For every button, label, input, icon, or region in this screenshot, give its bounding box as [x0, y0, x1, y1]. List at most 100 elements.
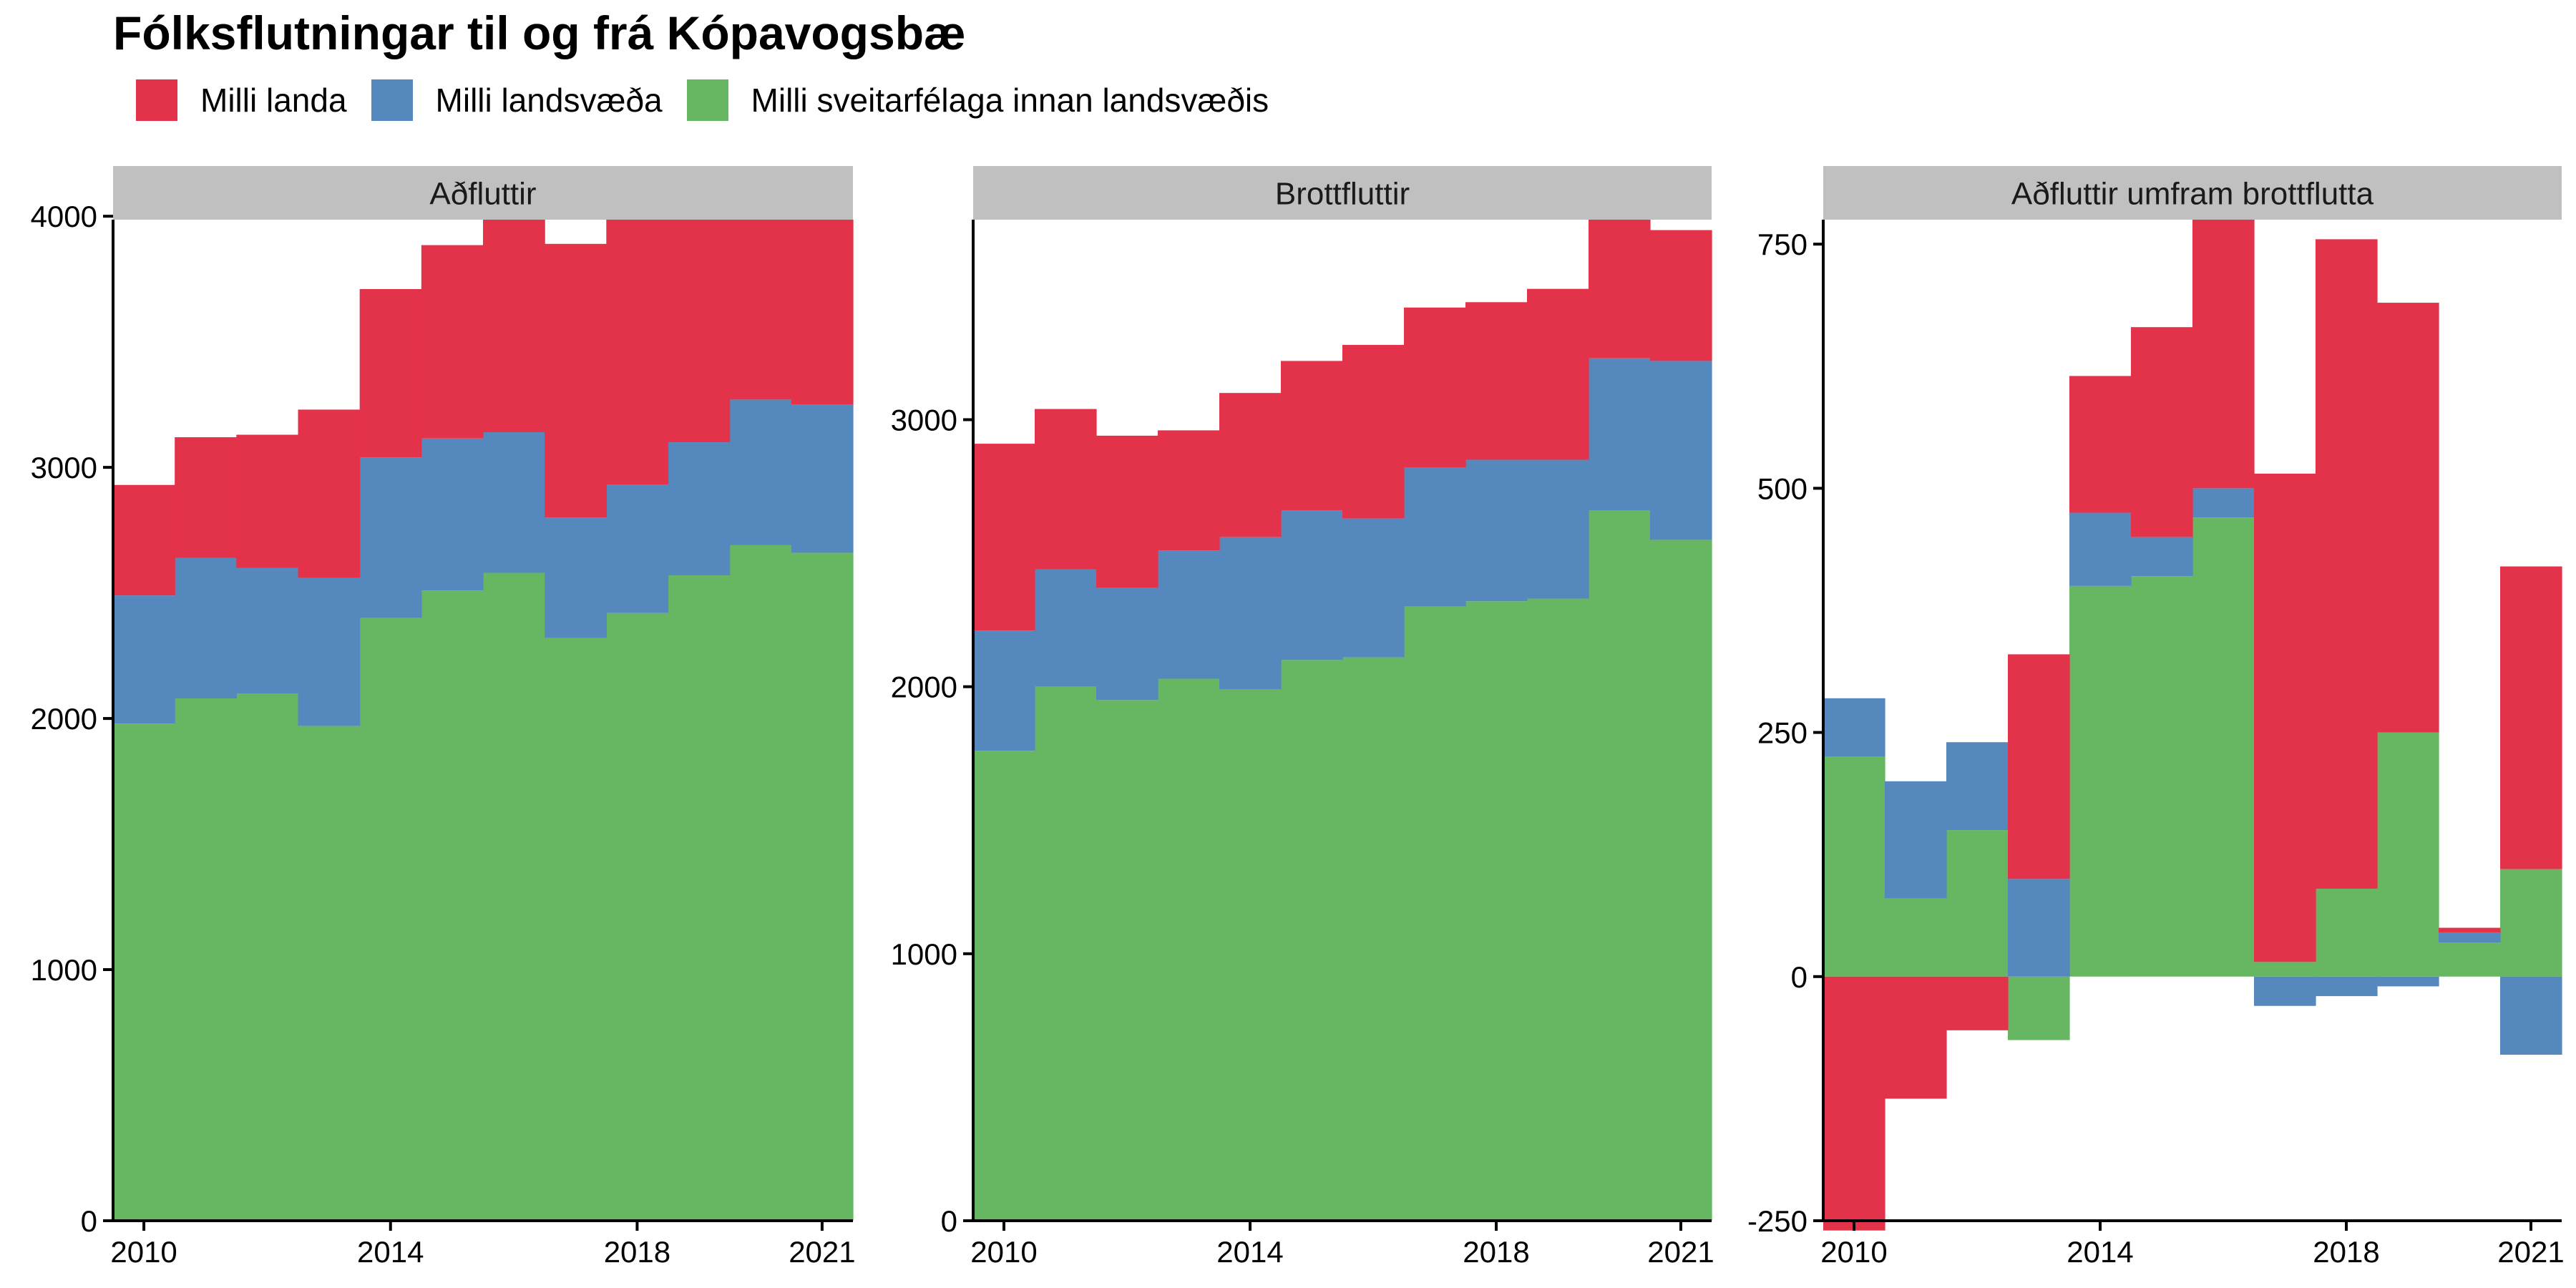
bar-milli-sveitarfelaga-innan-landsvaedis-2013 [2008, 976, 2070, 1040]
bar-milli-landsvaeda-2014 [359, 457, 422, 618]
bar-milli-landa-2018 [2316, 239, 2378, 889]
bar-milli-landa-2011 [175, 437, 237, 558]
chart-title: Fólksflutningar til og frá Kópavogsbæ [113, 6, 966, 59]
y-tick-label: 0 [941, 1204, 957, 1238]
bar-milli-landsvaeda-2018 [606, 484, 669, 613]
bar-milli-landsvaeda-2020 [729, 399, 792, 545]
bar-milli-landsvaeda-2021 [2500, 976, 2562, 1055]
bar-milli-landsvaeda-2019 [2377, 976, 2439, 987]
bar-milli-landa-2015 [2131, 327, 2193, 537]
panel-adfluttir: Aðfluttir 0 1000 2000 3000 4000 2010 2014 2018 20… [31, 166, 856, 1269]
bar-milli-landa-2013 [2008, 654, 2070, 879]
bar-milli-landa-2012 [236, 434, 299, 568]
bar-milli-landsvaeda-2012 [1096, 587, 1158, 701]
bar-milli-sveitarfelaga-innan-landsvaedis-2014 [359, 618, 422, 1221]
bar-milli-landa-2020 [729, 220, 792, 400]
bar-milli-landsvaeda-2015 [2131, 537, 2193, 577]
x-tick-label: 2014 [1216, 1235, 1283, 1269]
bar-milli-landsvaeda-2018 [1465, 459, 1528, 602]
bar-milli-landa-2021 [791, 220, 854, 405]
x-tick-label: 2010 [970, 1235, 1037, 1269]
bar-milli-landsvaeda-2011 [1035, 569, 1097, 687]
bar-milli-sveitarfelaga-innan-landsvaedis-2012 [1096, 700, 1158, 1221]
bar-milli-landsvaeda-2010 [973, 630, 1035, 751]
bar-milli-landsvaeda-2021 [1650, 361, 1712, 540]
bar-milli-sveitarfelaga-innan-landsvaedis-2015 [1281, 660, 1343, 1221]
y-tick-label: 750 [1757, 228, 1807, 261]
x-tick-label: 2010 [1820, 1235, 1887, 1269]
bar-milli-sveitarfelaga-innan-landsvaedis-2019 [668, 575, 731, 1221]
bar-milli-landa-2021 [1650, 230, 1712, 361]
bar-milli-sveitarfelaga-innan-landsvaedis-2018 [606, 613, 669, 1221]
bar-milli-sveitarfelaga-innan-landsvaedis-2010 [113, 723, 175, 1221]
bar-milli-sveitarfelaga-innan-landsvaedis-2013 [298, 726, 361, 1221]
facet-strip [973, 166, 1712, 220]
x-tick-label: 2010 [110, 1235, 177, 1269]
bar-milli-landa-2010 [1823, 976, 1885, 1231]
y-tick-label: 0 [1791, 960, 1807, 994]
legend-label-milli-landsvaeda: Milli landsvæða [435, 82, 663, 119]
bar-milli-landa-2010 [973, 444, 1035, 631]
facet-strip [1823, 166, 2562, 220]
x-tick-label: 2018 [1463, 1235, 1529, 1269]
bar-milli-sveitarfelaga-innan-landsvaedis-2011 [175, 698, 237, 1221]
bar-milli-landsvaeda-2021 [791, 404, 854, 553]
legend: Milli landa Milli landsvæða Milli sveita… [136, 77, 1293, 123]
bar-milli-landa-2019 [1527, 288, 1589, 460]
bar-milli-landsvaeda-2020 [2439, 932, 2501, 943]
bar-milli-sveitarfelaga-innan-landsvaedis-2019 [2377, 732, 2439, 977]
bar-milli-sveitarfelaga-innan-landsvaedis-2015 [2131, 576, 2193, 977]
bar-milli-landa-2018 [1465, 302, 1528, 460]
bar-milli-landa-2011 [1035, 409, 1097, 570]
bar-milli-sveitarfelaga-innan-landsvaedis-2017 [1404, 606, 1466, 1221]
x-tick-label: 2021 [789, 1235, 855, 1269]
bar-milli-sveitarfelaga-innan-landsvaedis-2014 [2069, 585, 2132, 977]
bar-milli-landsvaeda-2018 [2316, 976, 2378, 997]
bar-milli-landsvaeda-2017 [2254, 976, 2316, 1006]
bar-milli-landa-2017 [2254, 473, 2316, 962]
bar-milli-sveitarfelaga-innan-landsvaedis-2020 [1589, 510, 1651, 1221]
bar-milli-landsvaeda-2019 [1527, 459, 1589, 599]
bar-milli-landa-2012 [1096, 435, 1158, 588]
legend-item-milli-landa: Milli landa [136, 79, 347, 121]
y-tick-label: 2000 [891, 670, 957, 704]
bar-milli-sveitarfelaga-innan-landsvaedis-2011 [1035, 686, 1097, 1221]
bar-milli-landa-2014 [359, 288, 422, 458]
x-tick-label: 2021 [1647, 1235, 1714, 1269]
y-tick-label: 1000 [891, 937, 957, 971]
y-tick-label: 500 [1757, 472, 1807, 505]
bar-milli-landsvaeda-2013 [1158, 550, 1220, 679]
bar-milli-landa-2015 [421, 245, 484, 439]
bar-milli-landa-2016 [2192, 220, 2255, 489]
bar-milli-landsvaeda-2017 [1404, 467, 1466, 607]
bar-milli-sveitarfelaga-innan-landsvaedis-2016 [2192, 517, 2255, 977]
bar-milli-landa-2020 [1589, 220, 1651, 358]
x-tick-label: 2014 [2067, 1235, 2133, 1269]
legend-swatch-milli-landa [136, 79, 177, 121]
bar-milli-landsvaeda-2019 [668, 442, 731, 576]
bar-milli-landsvaeda-2010 [113, 595, 175, 724]
panel-brottfluttir: Brottfluttir 0 1000 2000 3000 2010 2014 2018 202… [891, 166, 1714, 1269]
bar-milli-landsvaeda-2020 [1589, 358, 1651, 511]
bar-milli-landa-2018 [606, 220, 669, 485]
bar-milli-landa-2016 [483, 220, 545, 433]
bar-milli-sveitarfelaga-innan-landsvaedis-2020 [729, 545, 792, 1221]
bar-milli-landsvaeda-2014 [1219, 537, 1282, 690]
bar-milli-landa-2013 [1158, 430, 1220, 551]
bar-milli-sveitarfelaga-innan-landsvaedis-2021 [2500, 869, 2562, 977]
bar-milli-landa-2011 [1885, 976, 1947, 1099]
y-tick-label: 1000 [31, 953, 97, 987]
y-tick-label: 3000 [891, 404, 957, 437]
legend-item-milli-landsvaeda: Milli landsvæða [371, 79, 663, 121]
bar-milli-landa-2010 [113, 484, 175, 596]
bar-milli-sveitarfelaga-innan-landsvaedis-2012 [236, 693, 299, 1221]
y-tick-label: 0 [81, 1204, 97, 1238]
legend-swatch-milli-sveitarfelaga [686, 79, 728, 121]
bar-milli-landsvaeda-2013 [298, 577, 361, 726]
bar-milli-sveitarfelaga-innan-landsvaedis-2021 [1650, 540, 1712, 1221]
bar-milli-sveitarfelaga-innan-landsvaedis-2014 [1219, 689, 1282, 1221]
y-tick-label: 4000 [31, 200, 97, 233]
bar-milli-landsvaeda-2015 [1281, 510, 1343, 660]
facet-strip [113, 166, 853, 220]
